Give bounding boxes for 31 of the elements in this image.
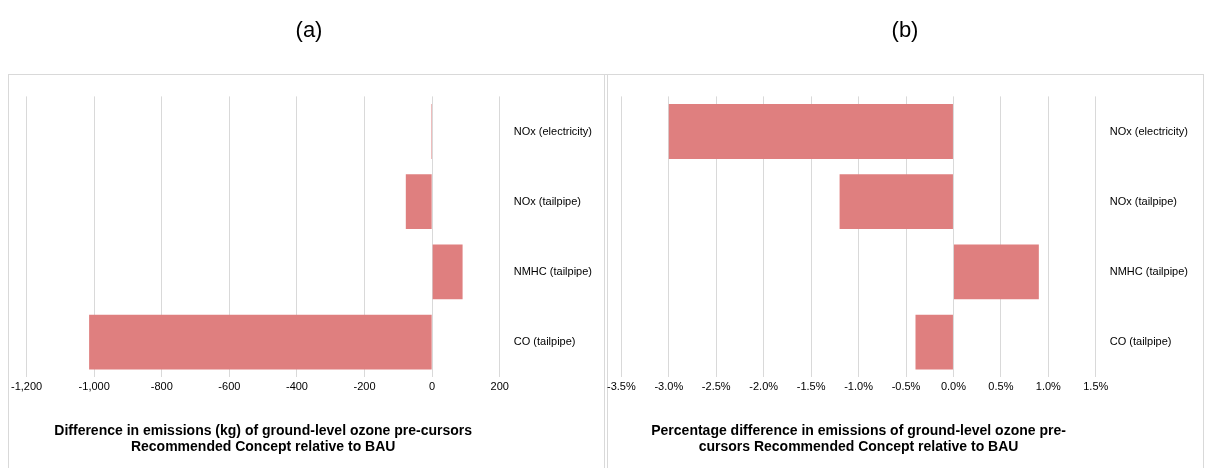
y-tick-label: NMHC (tailpipe) [513,264,593,277]
x-tick-label: -800 [150,379,173,392]
x-axis-title: Difference in emissions (kg) of ground-level ozone pre-cursors Recommended Concept relative to BAU [54,421,473,455]
y-tick-label: CO (tailpipe) [1109,335,1172,348]
x-tick-label: 200 [490,379,509,392]
y-tick-label: NMHC (tailpipe) [1109,264,1189,277]
x-tick-label: -400 [285,379,308,392]
x-tick-label: -3.5% [606,379,636,392]
x-tick-label: 0 [429,379,436,392]
chart-title: (b) [891,17,919,43]
x-tick-label: -0.5% [891,379,921,392]
x-tick-label: 0.5% [988,379,1014,392]
y-tick-label: NOx (tailpipe) [513,194,582,207]
x-tick-label: -200 [353,379,376,392]
x-tick-label: -1.0% [844,379,874,392]
x-axis-title: Percentage difference in emissions of ground-level ozone pre-cursors Recommended Concept relative to BAU [651,421,1067,455]
x-tick-label: -2.5% [701,379,731,392]
x-tick-label: -600 [218,379,241,392]
x-tick-label: 0.0% [940,379,967,392]
x-tick-label: -1,000 [78,379,110,392]
x-tick-label: -1.5% [796,379,826,392]
y-tick-label: CO (tailpipe) [513,335,576,348]
x-tick-label: -1,200 [10,379,43,392]
x-tick-label: -2.0% [749,379,779,392]
y-tick-label: NOx (electricity) [513,124,592,137]
x-tick-label: 1.0% [1035,379,1062,392]
x-tick-label: 1.5% [1083,379,1109,392]
chart-title: (a) [295,17,323,43]
y-tick-label: NOx (electricity) [1109,124,1188,137]
y-tick-label: NOx (tailpipe) [1109,194,1178,207]
x-tick-label: -3.0% [654,379,684,392]
